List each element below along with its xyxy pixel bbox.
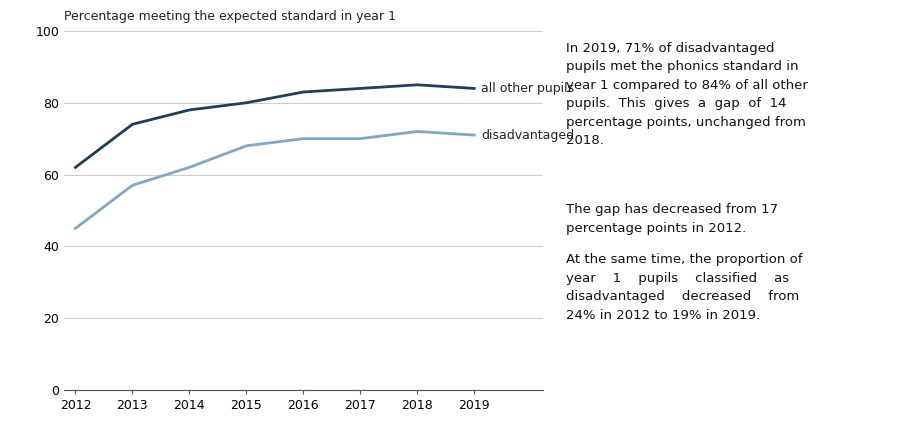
- Text: disadvantaged: disadvantaged: [481, 128, 575, 142]
- Text: all other pupils: all other pupils: [481, 82, 575, 95]
- Text: Percentage meeting the expected standard in year 1: Percentage meeting the expected standard…: [64, 10, 396, 23]
- Text: At the same time, the proportion of
year    1    pupils    classified    as
disa: At the same time, the proportion of year…: [566, 253, 802, 322]
- Text: The gap has decreased from 17
percentage points in 2012.: The gap has decreased from 17 percentage…: [566, 203, 778, 235]
- Text: In 2019, 71% of disadvantaged
pupils met the phonics standard in
year 1 compared: In 2019, 71% of disadvantaged pupils met…: [566, 42, 808, 147]
